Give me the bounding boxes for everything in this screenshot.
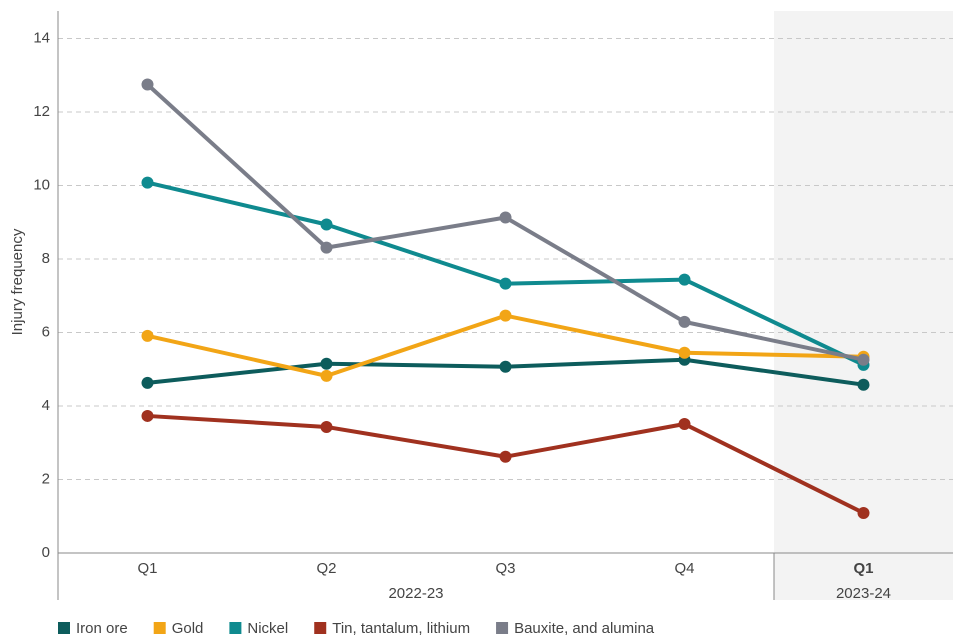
y-tick-label: 10 — [33, 177, 50, 194]
legend-label: Iron ore — [76, 620, 128, 637]
point — [141, 329, 154, 342]
point — [320, 369, 333, 382]
y-tick-label: 14 — [33, 30, 50, 47]
point — [678, 418, 691, 431]
x-tick-label: Q1 — [137, 560, 157, 577]
x-tick-label: Q1 — [853, 560, 873, 577]
point — [499, 309, 512, 322]
y-tick-label: 8 — [42, 250, 50, 267]
x-group-label: 2022-23 — [388, 585, 443, 602]
point — [499, 277, 512, 290]
y-tick-label: 0 — [42, 544, 50, 561]
y-tick-label: 12 — [33, 103, 50, 120]
point — [499, 211, 512, 224]
legend-swatch — [496, 622, 509, 634]
y-tick-label: 4 — [42, 397, 50, 414]
x-group-label: 2023-24 — [836, 585, 891, 602]
point — [320, 218, 333, 231]
point — [678, 346, 691, 359]
x-tick-label: Q4 — [674, 560, 694, 577]
legend-label: Bauxite, and alumina — [514, 620, 655, 637]
point — [141, 78, 154, 91]
y-axis-label: Injury frequency — [9, 228, 26, 335]
point — [678, 273, 691, 286]
point — [499, 360, 512, 373]
point — [499, 450, 512, 463]
legend-swatch — [58, 622, 70, 634]
x-tick-label: Q3 — [495, 560, 515, 577]
legend-swatch — [314, 622, 327, 634]
point — [857, 506, 870, 519]
point — [857, 378, 870, 391]
point — [320, 420, 333, 433]
x-tick-label: Q2 — [316, 560, 336, 577]
y-tick-label: 6 — [42, 323, 50, 340]
point — [857, 353, 870, 366]
point — [141, 176, 154, 189]
legend-label: Gold — [172, 620, 204, 637]
highlight-band — [774, 11, 953, 600]
point — [320, 241, 333, 254]
y-tick-label: 2 — [42, 470, 50, 487]
legend-label: Tin, tantalum, lithium — [332, 620, 470, 637]
point — [320, 357, 333, 370]
legend-swatch — [153, 622, 166, 634]
legend-swatch — [229, 622, 242, 634]
point — [141, 409, 154, 422]
legend-label: Nickel — [247, 620, 288, 637]
series-line — [147, 413, 865, 515]
point — [141, 376, 154, 389]
point — [678, 315, 691, 328]
